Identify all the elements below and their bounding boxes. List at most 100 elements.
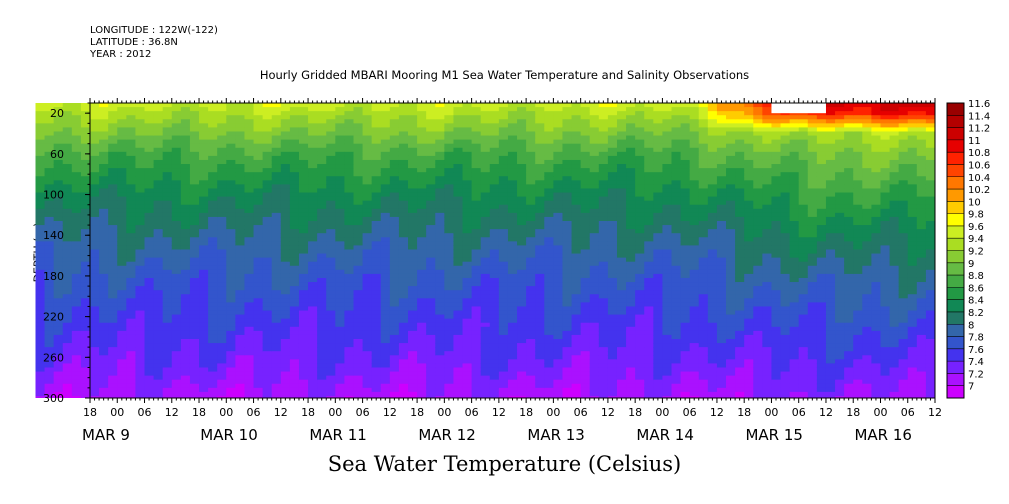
heatmap-cell — [126, 310, 137, 316]
heatmap-cell — [271, 107, 282, 112]
heatmap-cell — [80, 339, 91, 344]
heatmap-cell — [562, 180, 573, 185]
heatmap-cell — [344, 379, 355, 385]
heatmap-cell — [153, 241, 164, 247]
heatmap-cell — [444, 127, 455, 133]
heatmap-cell — [162, 139, 173, 145]
heatmap-cell — [371, 298, 382, 303]
heatmap-cell — [353, 351, 364, 356]
heatmap-cell — [444, 347, 455, 352]
heatmap-cell — [444, 208, 455, 214]
heatmap-cell — [426, 387, 436, 393]
heatmap-cell — [344, 367, 355, 373]
heatmap-cell — [616, 131, 627, 137]
heatmap-cell — [598, 282, 609, 287]
heatmap-cell — [607, 245, 618, 251]
heatmap-cell — [353, 253, 364, 259]
heatmap-cell — [535, 249, 545, 255]
heatmap-cell — [408, 269, 418, 275]
heatmap-cell — [235, 127, 246, 133]
heatmap-cell — [344, 334, 355, 340]
heatmap-cell — [571, 322, 582, 328]
heatmap-cell — [489, 302, 500, 308]
heatmap-cell — [489, 135, 500, 141]
heatmap-cell — [589, 306, 600, 312]
heatmap-cell — [35, 306, 46, 312]
heatmap-cell — [208, 147, 218, 153]
heatmap-cell — [199, 196, 209, 202]
heatmap-cell — [199, 306, 209, 312]
heatmap-cell — [408, 127, 418, 133]
heatmap-cell — [153, 229, 164, 234]
heatmap-cell — [362, 172, 373, 177]
heatmap-cell — [380, 282, 391, 287]
heatmap-cell — [62, 367, 73, 373]
heatmap-cell — [444, 351, 455, 356]
heatmap-cell — [580, 306, 591, 312]
heatmap-cell — [517, 355, 527, 360]
heatmap-cell — [435, 359, 445, 365]
heatmap-cell — [153, 115, 164, 120]
heatmap-cell — [117, 371, 127, 377]
heatmap-cell — [289, 225, 300, 230]
heatmap-cell — [571, 192, 582, 198]
heatmap-cell — [217, 351, 227, 356]
heatmap-cell — [280, 383, 291, 389]
heatmap-cell — [90, 111, 100, 116]
heatmap-cell — [80, 334, 91, 340]
heatmap-cell — [180, 277, 191, 283]
heatmap-cell — [180, 143, 191, 149]
heatmap-cell — [553, 257, 564, 263]
heatmap-cell — [289, 371, 300, 377]
heatmap-cell — [171, 111, 182, 116]
heatmap-cell — [426, 286, 436, 291]
heatmap-cell — [471, 229, 482, 234]
heatmap-cell — [462, 282, 473, 287]
heatmap-cell — [589, 383, 600, 389]
heatmap-cell — [71, 192, 82, 198]
heatmap-cell — [308, 204, 318, 210]
heatmap-cell — [353, 119, 364, 124]
heatmap-cell — [289, 273, 300, 279]
heatmap-cell — [644, 107, 654, 112]
heatmap-cell — [326, 172, 336, 177]
heatmap-cell — [380, 131, 391, 137]
heatmap-cell — [162, 343, 173, 348]
heatmap-cell — [417, 164, 427, 169]
heatmap-cell — [635, 261, 645, 267]
heatmap-cell — [280, 351, 291, 356]
heatmap-cell — [253, 168, 264, 173]
heatmap-cell — [35, 371, 46, 377]
heatmap-cell — [99, 310, 109, 316]
heatmap-cell — [580, 298, 591, 303]
heatmap-cell — [271, 135, 282, 141]
heatmap-cell — [335, 111, 346, 116]
heatmap-cell — [162, 339, 173, 344]
heatmap-cell — [108, 383, 118, 389]
heatmap-cell — [616, 306, 627, 312]
heatmap-cell — [544, 131, 554, 137]
heatmap-cell — [598, 180, 609, 185]
heatmap-cell — [635, 294, 645, 299]
heatmap-cell — [298, 318, 309, 324]
heatmap-cell — [153, 107, 164, 112]
heatmap-cell — [616, 204, 627, 210]
heatmap-cell — [108, 298, 118, 303]
heatmap-cell — [380, 135, 391, 141]
heatmap-cell — [489, 343, 500, 348]
heatmap-cell — [280, 265, 291, 271]
heatmap-cell — [380, 192, 391, 198]
heatmap-cell — [562, 155, 573, 161]
heatmap-cell — [462, 363, 473, 369]
heatmap-cell — [99, 306, 109, 312]
heatmap-cell — [453, 208, 464, 214]
heatmap-cell — [398, 367, 409, 373]
heatmap-cell — [571, 107, 582, 112]
heatmap-cell — [108, 237, 118, 242]
heatmap-cell — [453, 164, 464, 169]
heatmap-cell — [244, 204, 255, 210]
heatmap-cell — [217, 115, 227, 120]
heatmap-cell — [253, 119, 264, 124]
heatmap-cell — [389, 314, 400, 320]
heatmap-cell — [435, 159, 445, 165]
